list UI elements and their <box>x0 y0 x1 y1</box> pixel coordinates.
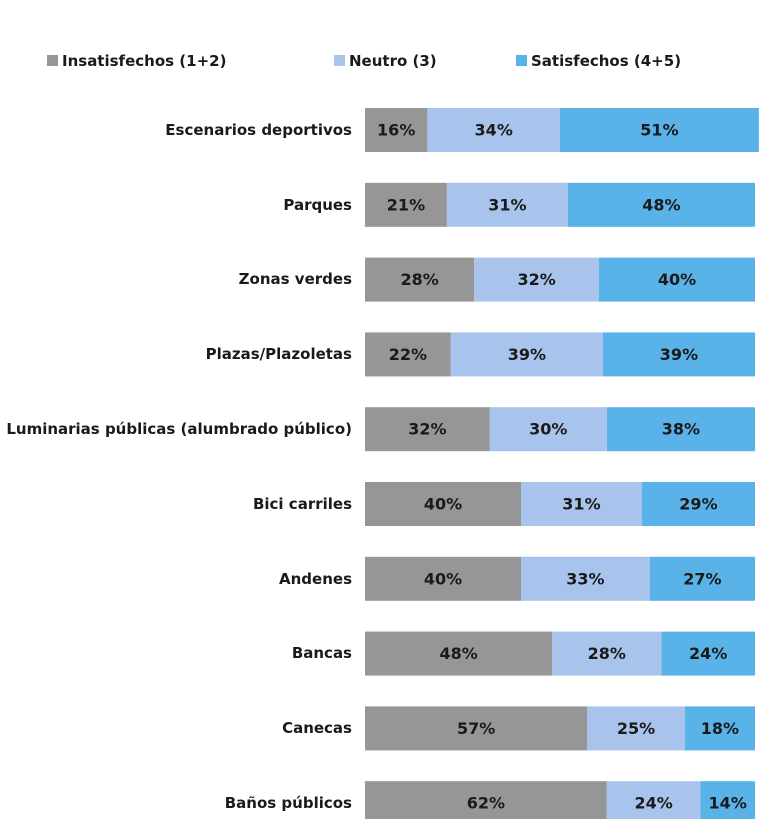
bar-segment <box>599 257 755 302</box>
value-label: 33% <box>566 569 604 588</box>
value-label: 28% <box>400 270 438 289</box>
category-label: Plazas/Plazoletas <box>0 324 352 384</box>
bar-segment <box>552 631 662 676</box>
value-label: 31% <box>562 495 600 514</box>
bar-segment <box>560 108 759 152</box>
category-label-box: Escenarios deportivos <box>0 100 352 160</box>
category-label-text: Baños públicos <box>224 794 352 813</box>
value-label: 24% <box>634 794 672 813</box>
bar-segment <box>365 407 490 452</box>
value-label: 40% <box>658 270 696 289</box>
value-label: 62% <box>467 794 505 813</box>
category-label-box: Luminarias públicas (alumbrado público) <box>0 399 352 459</box>
value-label: 30% <box>529 420 567 439</box>
category-label: Escenarios deportivos <box>0 100 352 160</box>
bar-segment <box>446 182 568 227</box>
bar-segment <box>427 108 560 152</box>
category-label-box: Canecas <box>0 698 352 758</box>
value-label: 22% <box>389 345 427 364</box>
value-label: 51% <box>640 121 678 140</box>
category-label: Baños públicos <box>0 773 352 819</box>
category-label-text: Bancas <box>291 644 352 663</box>
category-label-box: Plazas/Plazoletas <box>0 324 352 384</box>
value-label: 18% <box>701 719 739 738</box>
category-label: Luminarias públicas (alumbrado público) <box>0 399 352 459</box>
category-label: Bancas <box>0 624 352 684</box>
value-label: 39% <box>660 345 698 364</box>
legend-label: Satisfechos (4+5) <box>531 52 681 70</box>
value-label: 39% <box>508 345 546 364</box>
category-label: Canecas <box>0 698 352 758</box>
bar-segment <box>649 556 755 601</box>
value-label: 16% <box>377 121 415 140</box>
bar-segment <box>521 556 650 601</box>
category-label-box: Bici carriles <box>0 474 352 534</box>
bar-segment <box>365 257 475 302</box>
category-label-text: Bici carriles <box>252 494 352 513</box>
bar-segment <box>641 482 755 526</box>
bar-segment <box>365 182 447 227</box>
legend-swatch <box>516 55 527 66</box>
category-label-text: Luminarias públicas (alumbrado público) <box>6 420 352 439</box>
value-label: 21% <box>387 195 425 214</box>
value-label: 40% <box>424 495 462 514</box>
value-label: 40% <box>424 569 462 588</box>
value-label: 32% <box>517 270 555 289</box>
bar-segment <box>587 706 685 751</box>
bar-segment <box>606 781 701 819</box>
category-label-text: Plazas/Plazoletas <box>205 345 352 364</box>
category-label: Andenes <box>0 549 352 609</box>
legend-label: Insatisfechos (1+2) <box>62 52 226 70</box>
category-label: Zonas verdes <box>0 250 352 310</box>
category-label-box: Parques <box>0 175 352 235</box>
value-label: 38% <box>662 420 700 439</box>
category-label-box: Andenes <box>0 549 352 609</box>
value-label: 24% <box>689 644 727 663</box>
value-label: 25% <box>617 719 655 738</box>
bar-segment <box>602 332 755 377</box>
category-label-text: Canecas <box>282 719 352 738</box>
category-label-text: Parques <box>283 195 352 214</box>
bar-segment <box>606 407 755 452</box>
legend-label: Neutro (3) <box>349 52 437 70</box>
category-label-text: Andenes <box>279 569 352 588</box>
category-label-box: Zonas verdes <box>0 250 352 310</box>
value-label: 34% <box>475 121 513 140</box>
value-label: 29% <box>679 495 717 514</box>
category-label-box: Baños públicos <box>0 773 352 819</box>
bar-segment <box>450 332 603 377</box>
bar-segment <box>684 706 755 751</box>
bar-segment <box>521 482 642 526</box>
category-label-text: Escenarios deportivos <box>165 120 352 139</box>
bar-segment <box>489 407 607 452</box>
value-label: 28% <box>588 644 626 663</box>
category-label-text: Zonas verdes <box>238 270 352 289</box>
value-label: 48% <box>642 195 680 214</box>
bar-segment <box>700 781 755 819</box>
category-label: Parques <box>0 175 352 235</box>
bar-segment <box>365 482 521 526</box>
legend-swatch <box>334 55 345 66</box>
category-label-box: Bancas <box>0 624 352 684</box>
value-label: 32% <box>408 420 446 439</box>
value-label: 31% <box>488 195 526 214</box>
legend-swatch <box>47 55 58 66</box>
category-label: Bici carriles <box>0 474 352 534</box>
bar-segment <box>661 631 755 676</box>
bar-segment <box>365 781 607 819</box>
bar-segment <box>567 182 755 227</box>
bar-segment <box>365 631 553 676</box>
value-label: 27% <box>683 569 721 588</box>
bar-segment <box>365 332 451 377</box>
value-label: 48% <box>439 644 477 663</box>
bar-segment <box>365 706 588 751</box>
value-label: 14% <box>709 794 747 813</box>
bar-segment <box>474 257 599 302</box>
bar-segment <box>365 556 521 601</box>
bar-segment <box>365 108 428 152</box>
value-label: 57% <box>457 719 495 738</box>
